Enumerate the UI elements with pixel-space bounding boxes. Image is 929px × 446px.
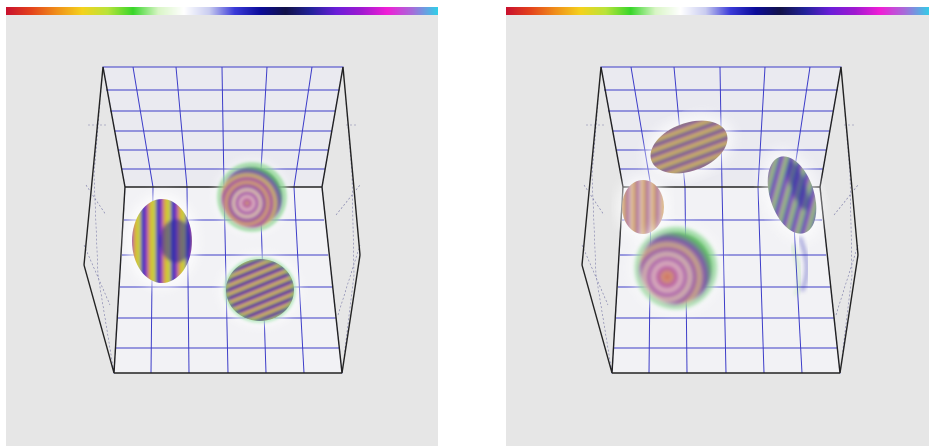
blob-sphere-rings-top (216, 161, 288, 233)
blob-sphere-large-bottom (632, 224, 720, 312)
blob-ellipse-diagonal-top (644, 114, 735, 181)
volume-render (581, 66, 859, 374)
render-panel-right (506, 0, 929, 446)
colormap-bar (506, 7, 929, 15)
render-panel-left (6, 0, 438, 446)
volume-render (83, 66, 361, 374)
volume-viewport[interactable] (6, 15, 438, 446)
blob-disc-left-edge (126, 193, 198, 289)
blob-disc-diagonal-bottom (220, 254, 300, 326)
blob-disc-small-left (617, 175, 669, 239)
grid-back-wall (102, 66, 344, 188)
colormap-bar (6, 7, 438, 15)
volume-viewport[interactable] (506, 15, 929, 446)
